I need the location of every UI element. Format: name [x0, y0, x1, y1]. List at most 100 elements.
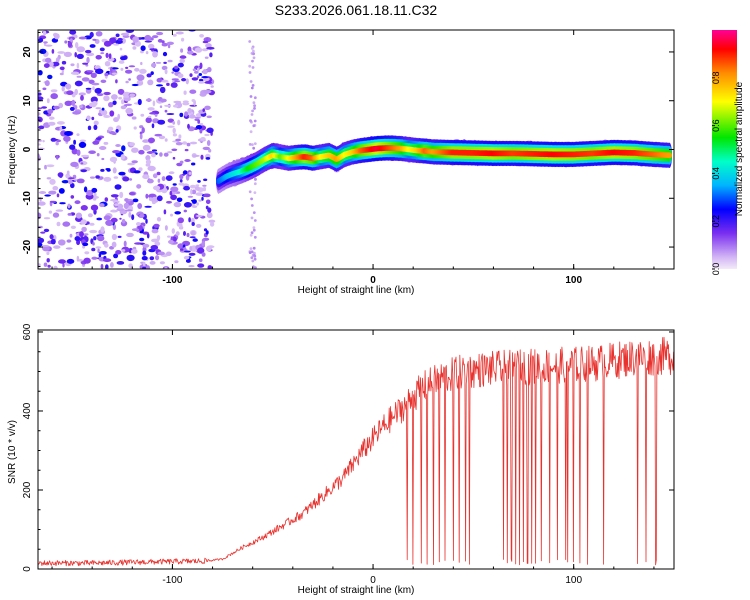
noise-blob: [100, 79, 107, 84]
noise-blob: [103, 95, 110, 102]
noise-blob: [168, 171, 175, 175]
noise-blob: [76, 53, 84, 60]
noise-blob: [131, 116, 137, 120]
noise-blob: [82, 62, 89, 65]
noise-blob: [55, 141, 59, 146]
noise-blob: [107, 57, 115, 62]
colorbar: 0.0 0.2 0.4 0.6 0.8 Normalized spectral ampl…: [711, 30, 745, 275]
noise-blob: [62, 262, 65, 268]
noise-blob: [188, 217, 191, 223]
noise-blob: [181, 37, 185, 42]
noise-blob: [131, 214, 135, 221]
noise-blob: [92, 197, 97, 201]
noise-blob: [160, 98, 167, 103]
noise-blob: [70, 161, 79, 167]
noise-blob: [52, 212, 60, 218]
noise-blob: [131, 248, 138, 254]
noise-blob: [198, 258, 203, 263]
noise-blob: [253, 119, 257, 123]
noise-blob: [100, 52, 105, 55]
noise-blob: [141, 127, 145, 134]
noise-blob: [71, 148, 78, 155]
noise-blob: [59, 66, 65, 71]
noise-blob: [79, 104, 83, 109]
noise-blob: [45, 57, 52, 63]
noise-blob: [44, 44, 53, 47]
noise-blob: [150, 245, 159, 250]
noise-blob: [157, 251, 165, 256]
noise-blob: [56, 155, 59, 160]
noise-blob: [113, 176, 119, 179]
noise-blob: [139, 125, 144, 129]
noise-blob: [96, 153, 100, 157]
noise-blob: [75, 42, 79, 49]
noise-blob: [144, 205, 152, 208]
noise-blob: [206, 115, 212, 119]
noise-blob: [253, 235, 257, 239]
noise-blob: [157, 178, 161, 183]
noise-blob: [197, 247, 205, 254]
noise-blob: [172, 33, 177, 37]
noise-blob: [188, 171, 192, 175]
noise-blob: [176, 197, 183, 203]
noise-blob: [161, 42, 168, 47]
figure-title: S233.2026.061.18.11.C32: [275, 2, 438, 18]
noise-blob: [38, 107, 43, 110]
noise-blob: [48, 190, 57, 195]
noise-blob: [149, 112, 156, 115]
noise-blob: [199, 122, 204, 126]
noise-blob: [208, 219, 216, 223]
noise-blob: [195, 214, 203, 218]
noise-blob: [89, 31, 94, 38]
noise-blob: [132, 46, 137, 50]
noise-blob: [80, 95, 84, 101]
noise-blob: [128, 192, 136, 196]
noise-blob: [166, 41, 174, 45]
noise-blob: [197, 119, 201, 124]
noise-blob: [95, 31, 103, 37]
noise-blob: [189, 246, 193, 252]
noise-blob: [177, 62, 184, 68]
noise-blob: [122, 91, 131, 98]
noise-blob: [90, 72, 97, 79]
noise-blob: [113, 253, 119, 259]
noise-blob: [189, 184, 196, 189]
noise-blob: [209, 52, 213, 58]
noise-blob: [202, 186, 207, 192]
noise-blob: [109, 156, 118, 163]
noise-blob: [108, 102, 114, 108]
noise-blob: [252, 101, 256, 105]
spectrogram-xtick-label: -100: [162, 275, 182, 286]
noise-blob: [104, 61, 111, 67]
noise-blob: [78, 92, 87, 96]
noise-blob: [113, 43, 120, 46]
noise-blob: [167, 59, 173, 63]
noise-blob: [103, 141, 109, 145]
noise-blob: [142, 261, 146, 267]
noise-blob: [93, 236, 97, 241]
noise-blob: [44, 194, 51, 197]
noise-blob: [91, 82, 100, 86]
noise-blob: [76, 149, 81, 156]
noise-blob: [70, 71, 80, 75]
noise-blob: [194, 70, 199, 74]
noise-blob: [195, 184, 200, 187]
noise-blob: [53, 265, 58, 269]
noise-blob: [172, 127, 176, 134]
noise-blob: [48, 210, 53, 214]
noise-blob: [205, 43, 212, 49]
noise-blob: [188, 252, 196, 256]
noise-blob: [110, 217, 118, 223]
noise-blob: [140, 113, 145, 117]
noise-blob: [189, 73, 193, 77]
noise-blob: [112, 167, 117, 174]
noise-blob: [105, 219, 114, 226]
noise-blob: [131, 83, 139, 87]
snr-ytick-label: 200: [22, 481, 33, 498]
noise-blob: [190, 188, 193, 195]
noise-blob: [112, 150, 121, 154]
noise-blob: [204, 105, 211, 111]
spectrogram-marks: [38, 30, 673, 269]
noise-blob: [145, 159, 151, 165]
noise-blob: [92, 86, 95, 91]
